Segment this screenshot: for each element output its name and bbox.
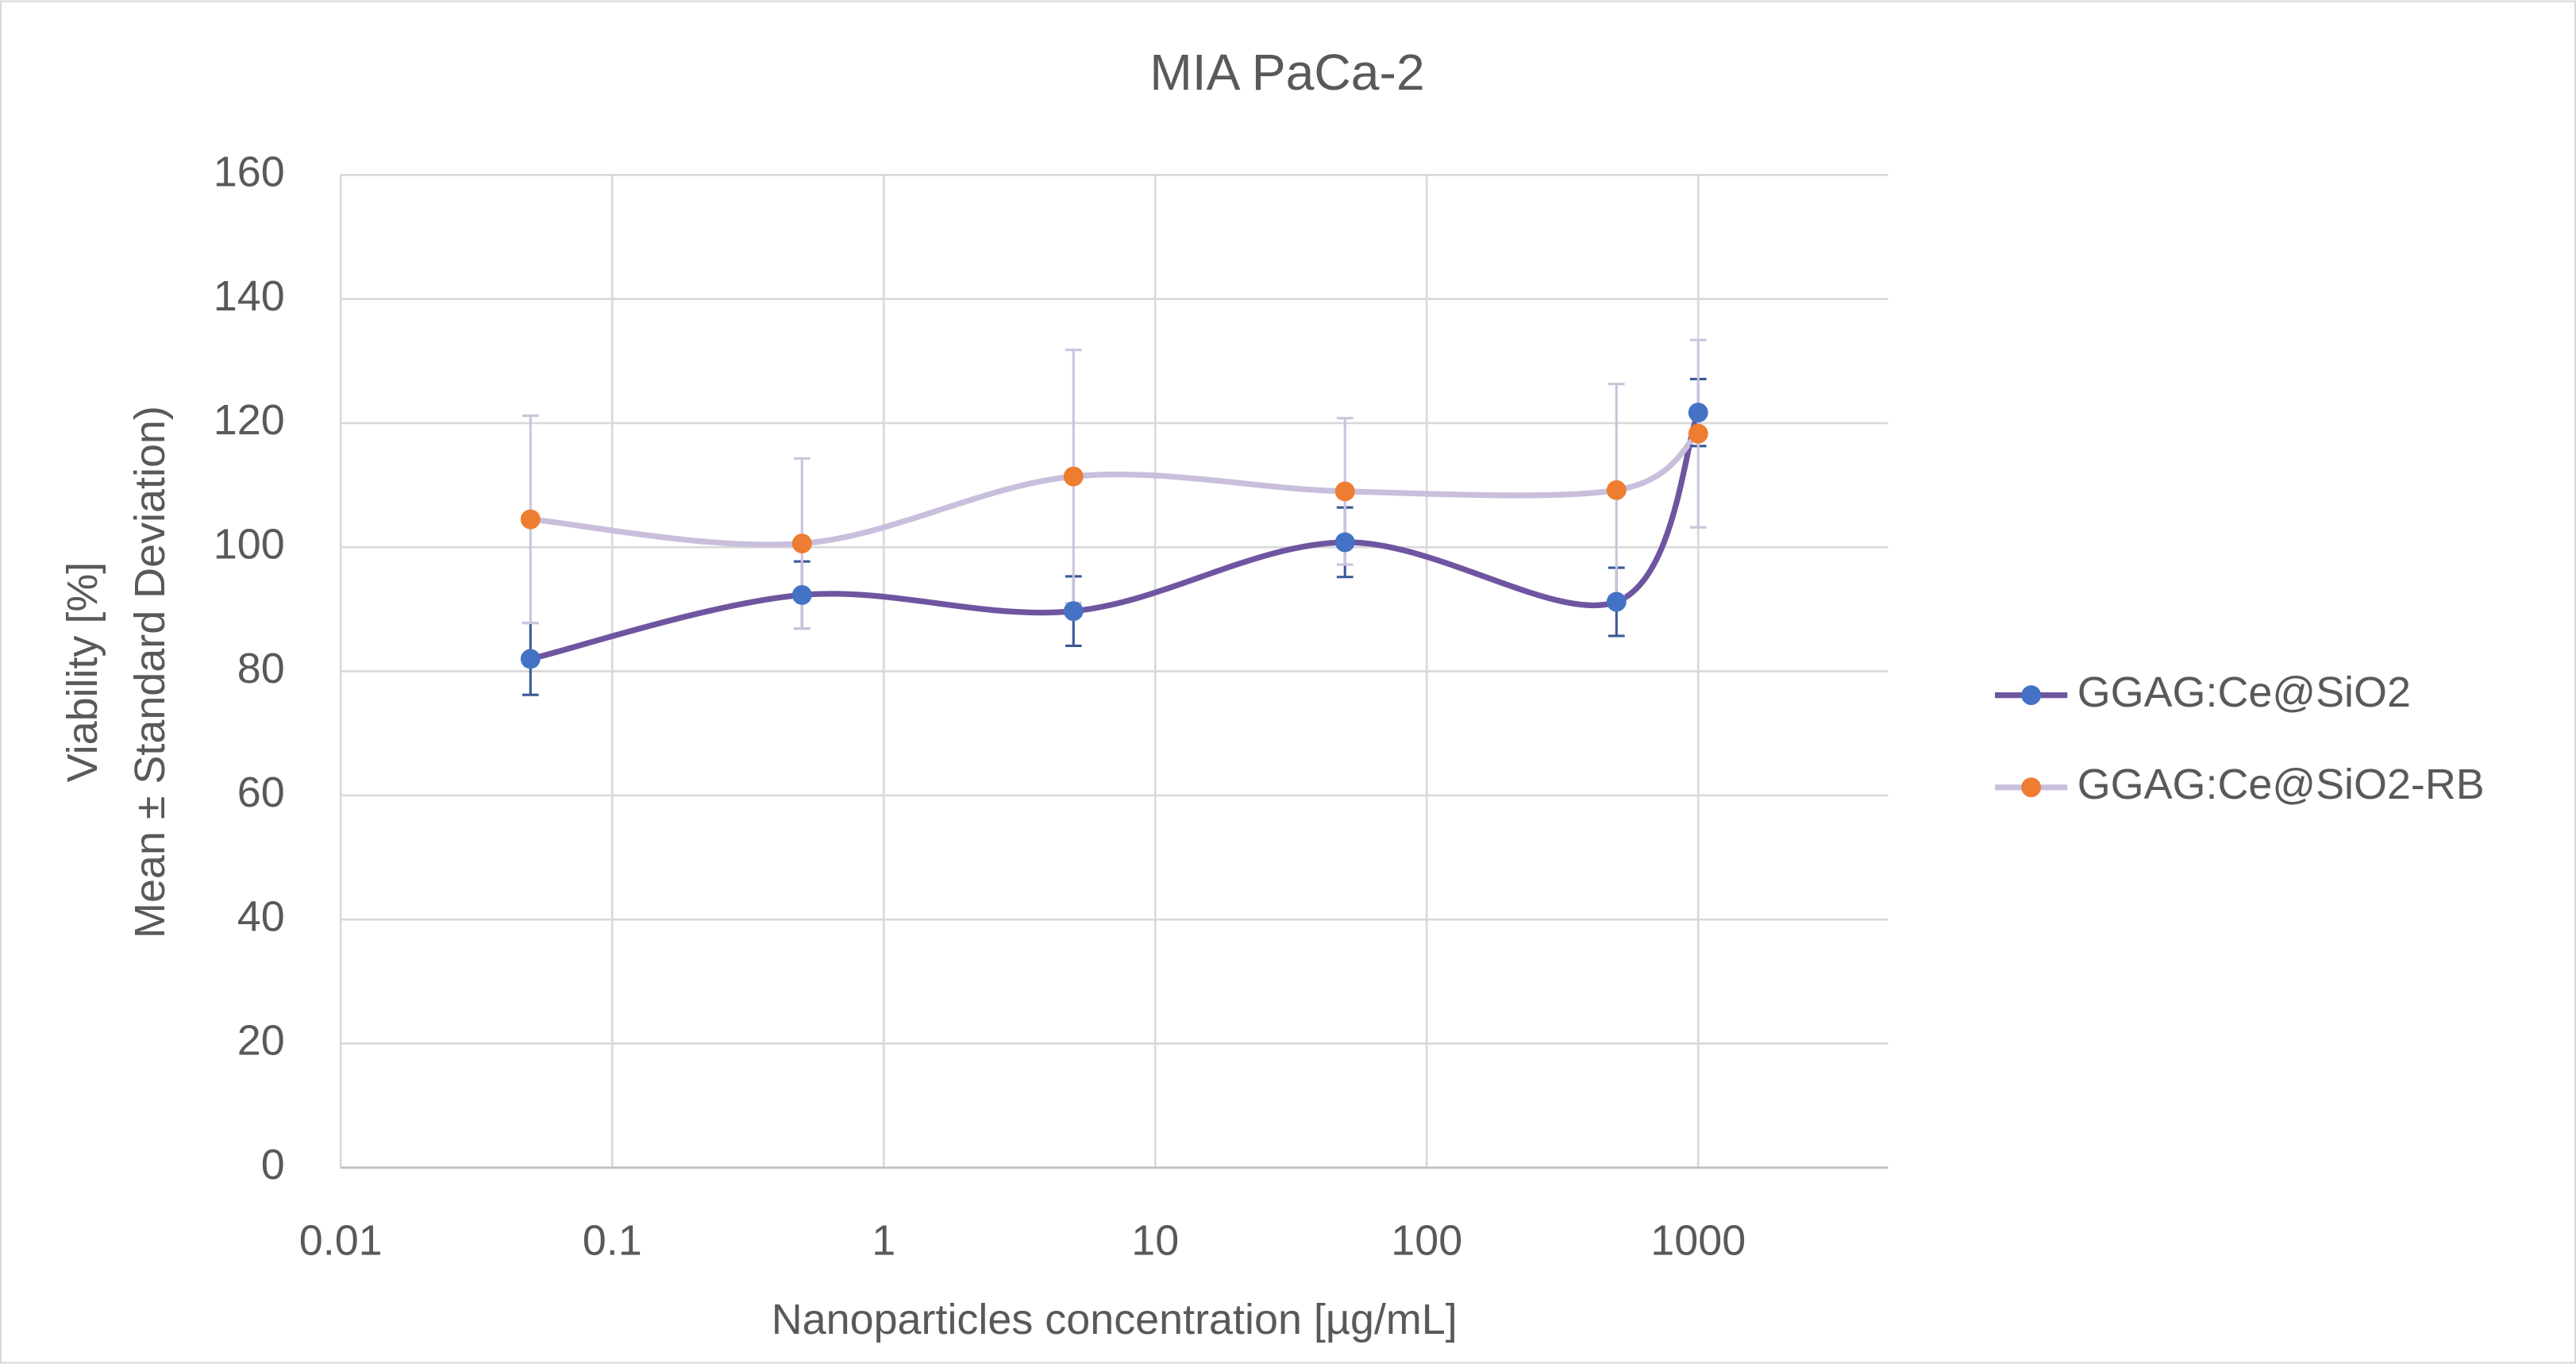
x-axis-label: Nanoparticles concentration [µg/mL] bbox=[772, 1296, 1457, 1343]
y-tick-label: 60 bbox=[237, 769, 285, 816]
x-tick-label: 0.01 bbox=[299, 1216, 383, 1264]
data-point bbox=[1063, 466, 1084, 487]
x-tick-label: 1 bbox=[872, 1216, 895, 1264]
legend-marker bbox=[2021, 685, 2042, 706]
data-point bbox=[1688, 423, 1708, 444]
x-tick-label: 0.1 bbox=[583, 1216, 642, 1264]
data-point bbox=[1063, 601, 1084, 622]
data-point bbox=[791, 584, 812, 605]
y-tick-label: 100 bbox=[214, 520, 285, 568]
data-point bbox=[1688, 403, 1708, 423]
data-point bbox=[1334, 532, 1355, 553]
data-point bbox=[1606, 480, 1627, 500]
x-tick-label: 1000 bbox=[1650, 1216, 1746, 1264]
y-axis-label: Viability [%] bbox=[59, 562, 106, 783]
data-point bbox=[520, 649, 541, 669]
y-tick-label: 140 bbox=[214, 272, 285, 320]
y-tick-label: 0 bbox=[261, 1141, 285, 1189]
y-tick-label: 160 bbox=[214, 148, 285, 196]
data-point bbox=[520, 509, 541, 530]
data-point bbox=[1334, 481, 1355, 502]
y-tick-label: 120 bbox=[214, 396, 285, 444]
chart-title: MIA PaCa-2 bbox=[1149, 44, 1424, 101]
y-axis-label: Mean ± Standard Deviation) bbox=[126, 406, 174, 938]
y-tick-label: 20 bbox=[237, 1017, 285, 1065]
data-point bbox=[1606, 591, 1627, 612]
x-tick-label: 100 bbox=[1391, 1216, 1462, 1264]
legend-label: GGAG:Ce@SiO2 bbox=[2077, 669, 2411, 716]
y-tick-label: 40 bbox=[237, 892, 285, 940]
legend-label: GGAG:Ce@SiO2-RB bbox=[2077, 761, 2485, 808]
y-tick-label: 80 bbox=[237, 645, 285, 692]
legend-marker bbox=[2021, 777, 2042, 798]
x-tick-label: 10 bbox=[1131, 1216, 1179, 1264]
series-line bbox=[529, 411, 1701, 662]
data-point bbox=[791, 534, 812, 553]
